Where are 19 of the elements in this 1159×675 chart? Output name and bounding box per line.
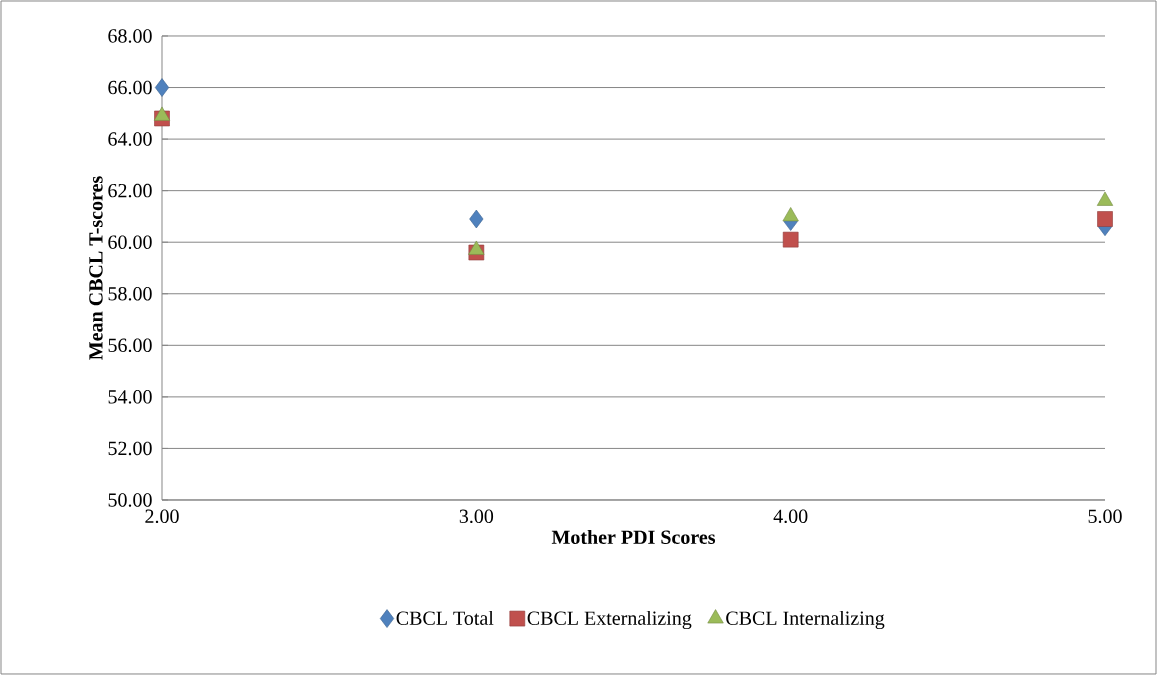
x-tick-label: 5.00 xyxy=(1088,509,1122,524)
y-tick-label: 54.00 xyxy=(108,390,152,404)
y-axis-title: Mean CBCL T-scores xyxy=(89,176,103,360)
y-tick-label: 68.00 xyxy=(108,29,152,43)
y-tick-label: 52.00 xyxy=(108,441,152,456)
legend-label: CBCL Internalizing xyxy=(726,610,885,630)
y-tick-label: 60.00 xyxy=(108,235,152,249)
legend-label: CBCL Externalizing xyxy=(527,610,692,630)
y-tick-label: 50.00 xyxy=(108,493,152,507)
legend-label: CBCL Total xyxy=(396,610,494,625)
y-tick-label: 66.00 xyxy=(108,80,152,95)
x-tick-label: 4.00 xyxy=(773,509,808,524)
x-axis-title: Mother PDI Scores xyxy=(551,529,716,545)
y-tick-label: 58.00 xyxy=(108,286,152,301)
y-tick-label: 56.00 xyxy=(108,338,152,353)
y-tick-label: 64.00 xyxy=(108,132,152,146)
x-tick-label: 3.00 xyxy=(459,509,494,524)
x-tick-label: 2.00 xyxy=(145,509,179,524)
y-tick-label: 62.00 xyxy=(108,183,152,198)
